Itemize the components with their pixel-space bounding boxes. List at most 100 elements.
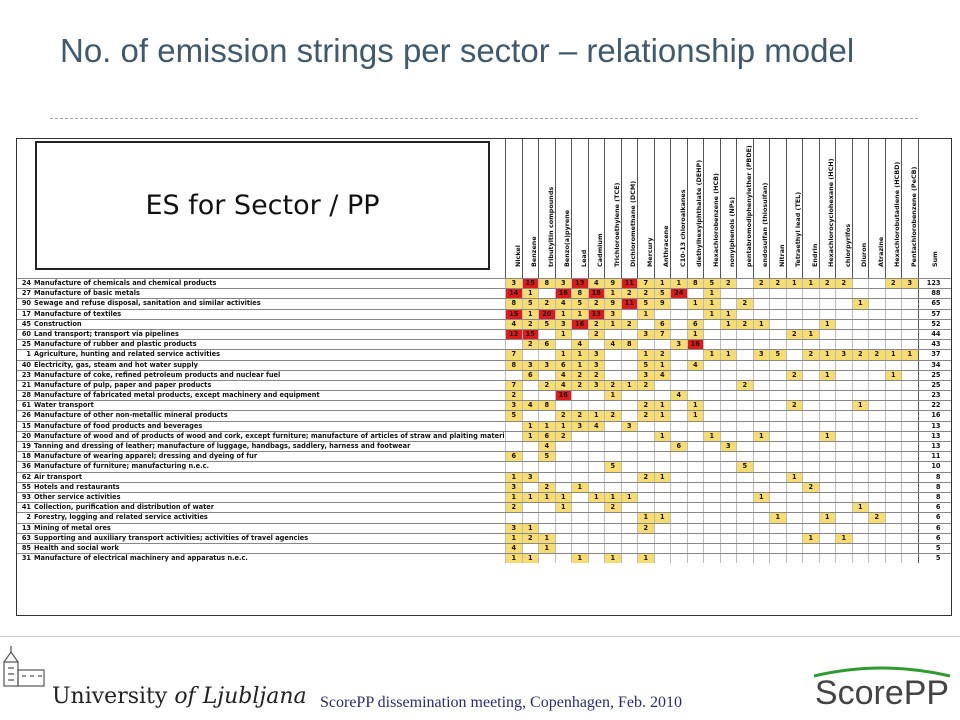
table-cell <box>736 401 753 411</box>
table-cell: 1 <box>604 289 621 299</box>
table-cell: 5 <box>637 360 654 370</box>
table-cell <box>868 543 885 554</box>
table-row: 27 Manufacture of basic metals 14 1 16 8 18 1 2 2… <box>17 288 951 299</box>
column-header-label: Sum <box>930 251 939 267</box>
sector-code: 62 <box>21 472 31 481</box>
table-cell <box>802 370 819 380</box>
table-cell <box>521 462 539 472</box>
table-cell <box>703 462 720 472</box>
table-cell: 4 <box>554 299 571 309</box>
scorepp-logo: ScorePP <box>813 666 951 712</box>
table-cell <box>587 533 605 543</box>
table-cell <box>521 513 539 523</box>
table-cell <box>752 462 770 472</box>
table-cell: 1 <box>637 554 654 564</box>
table-cell <box>802 503 819 513</box>
table-cell: 8 <box>571 289 588 299</box>
table-cell: 16 <box>554 289 571 299</box>
column-header: C10-13 chloroalkanes <box>670 139 687 278</box>
table-cell <box>785 380 803 391</box>
table-cell <box>835 482 852 492</box>
table-cell <box>571 391 588 401</box>
table-cell <box>835 492 852 503</box>
table-cell <box>884 523 902 533</box>
column-header: Dichloromethane (DCM) <box>620 139 637 278</box>
table-cell: 3 <box>554 319 571 329</box>
table-cell: 13 <box>587 309 604 319</box>
table-cell: 1 <box>901 350 918 360</box>
table-cell <box>670 513 687 523</box>
table-cell: 1 <box>884 350 901 360</box>
table-cell <box>785 360 803 370</box>
table-cell <box>785 554 803 564</box>
column-header: pentabromodiphenylether (PBDE) <box>736 139 753 278</box>
table-cell <box>703 523 720 533</box>
table-cell: 1 <box>587 411 604 421</box>
table-cell: 5 <box>653 289 670 299</box>
table-cell: 15 <box>505 309 522 319</box>
table-cell <box>703 370 720 380</box>
table-cell: 7 <box>637 279 654 289</box>
table-cell <box>703 452 720 462</box>
column-header: Atrazine <box>868 139 885 278</box>
table-cell <box>901 523 918 533</box>
table-cell: 1 <box>571 482 588 492</box>
table-cell <box>637 452 654 462</box>
table-cell: 2 <box>505 503 522 513</box>
table-cell: 1 <box>802 329 819 340</box>
table-cell <box>785 452 803 462</box>
table-cell <box>587 462 605 472</box>
table-cell <box>851 319 869 329</box>
sector-name: Mining of metal ores <box>34 523 111 532</box>
table-cell: 4 <box>571 340 588 350</box>
table-cell: 3 <box>587 350 604 360</box>
table-cell <box>868 309 885 319</box>
table-cell: 3 <box>670 340 687 350</box>
table-cell: 1 <box>785 472 802 482</box>
sector-name: Land transport; transport via pipelines <box>34 329 179 338</box>
table-cell <box>851 543 869 554</box>
table-cell <box>752 513 770 523</box>
table-cell: 14 <box>505 289 522 299</box>
table-cell <box>620 431 638 441</box>
table-cell: 5 <box>736 462 753 472</box>
table-cell <box>686 452 704 462</box>
table-cell <box>587 340 605 350</box>
table-cell <box>587 452 605 462</box>
sector-name: Manufacture of fabricated metal products… <box>34 391 320 400</box>
table-cell: 1 <box>818 350 835 360</box>
table-cell: 5 <box>769 350 786 360</box>
table-cell: 2 <box>571 411 588 421</box>
table-cell <box>703 492 720 503</box>
table-cell: 3 <box>620 421 637 431</box>
table-row: 90 Sewage and refuse disposal, sanitation… <box>17 298 951 309</box>
sector-code: 19 <box>21 442 31 450</box>
table-cell <box>851 340 869 350</box>
table-cell <box>868 370 885 380</box>
sector-name: Manufacture of furniture; manufacturing … <box>34 462 210 471</box>
table-cell <box>554 554 572 564</box>
table-cell: 4 <box>604 340 621 350</box>
row-sum: 88 <box>917 289 943 299</box>
table-cell <box>802 492 819 503</box>
table-cell <box>884 442 902 452</box>
table-cell <box>620 554 638 564</box>
table-cell <box>670 482 687 492</box>
table-cell: 1 <box>587 492 604 503</box>
table-cell <box>752 421 770 431</box>
table-cell: 2 <box>637 289 654 299</box>
table-cell <box>835 421 852 431</box>
table-cell <box>851 533 869 543</box>
table-cell <box>851 513 869 523</box>
table-cell: 1 <box>538 543 555 554</box>
table-cell <box>587 503 605 513</box>
sector-code: 26 <box>21 411 31 420</box>
table-cell <box>653 309 671 319</box>
table-cell <box>851 391 869 401</box>
row-sum: 6 <box>917 513 943 523</box>
table-cell <box>901 442 918 452</box>
table-cell <box>884 452 902 462</box>
table-cell <box>604 370 621 380</box>
table-cell <box>802 462 819 472</box>
table-cell <box>686 523 704 533</box>
